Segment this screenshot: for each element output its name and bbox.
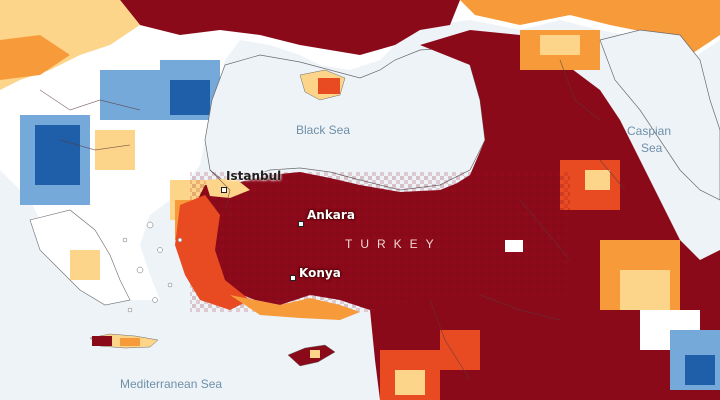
crimea-dry	[318, 78, 340, 94]
caspian-sea	[599, 29, 720, 201]
anomaly-slight-1	[95, 130, 135, 170]
crete-orange	[120, 338, 140, 346]
anomaly-east-slight-3	[540, 35, 580, 55]
anomaly-wet-1	[100, 70, 160, 120]
cyprus-slight	[310, 350, 320, 358]
konya-marker	[290, 275, 296, 281]
country-label-turkey: TURKEY	[345, 237, 442, 251]
caspian-sea-label-line1: Caspian	[627, 124, 672, 138]
city-label-istanbul: Istanbul	[226, 169, 282, 183]
anomaly-east-very-wet	[685, 355, 715, 385]
mediterranean-sea-label: Mediterranean Sea	[120, 377, 223, 391]
city-label-konya: Konya	[299, 266, 341, 280]
anomaly-west-coast	[175, 195, 250, 310]
anomaly-east-slight-1	[585, 170, 610, 190]
anomaly-greece-slight	[70, 250, 100, 280]
anomaly-interior-light	[505, 240, 523, 252]
city-label-ankara: Ankara	[307, 208, 355, 222]
anomaly-north-coast	[205, 178, 250, 198]
anomaly-north-band	[120, 0, 460, 55]
anomaly-south-orange-2	[440, 330, 480, 370]
aegean-islands	[122, 221, 183, 313]
anomaly-very-wet-2	[35, 125, 80, 185]
anomaly-south-coast	[230, 295, 360, 320]
crete-dry	[92, 336, 112, 346]
anomaly-west-orange	[0, 35, 70, 80]
istanbul-marker	[221, 187, 227, 193]
anomaly-east-slight-2	[620, 270, 670, 310]
anomaly-north-east	[460, 0, 720, 55]
anomaly-south-slight	[395, 370, 425, 395]
caspian-sea-label-line2: Sea	[641, 141, 663, 155]
ankara-marker	[298, 221, 304, 227]
black-sea-label: Black Sea	[296, 123, 351, 137]
country-borders	[39, 59, 626, 381]
anomaly-very-wet-1	[170, 80, 210, 115]
